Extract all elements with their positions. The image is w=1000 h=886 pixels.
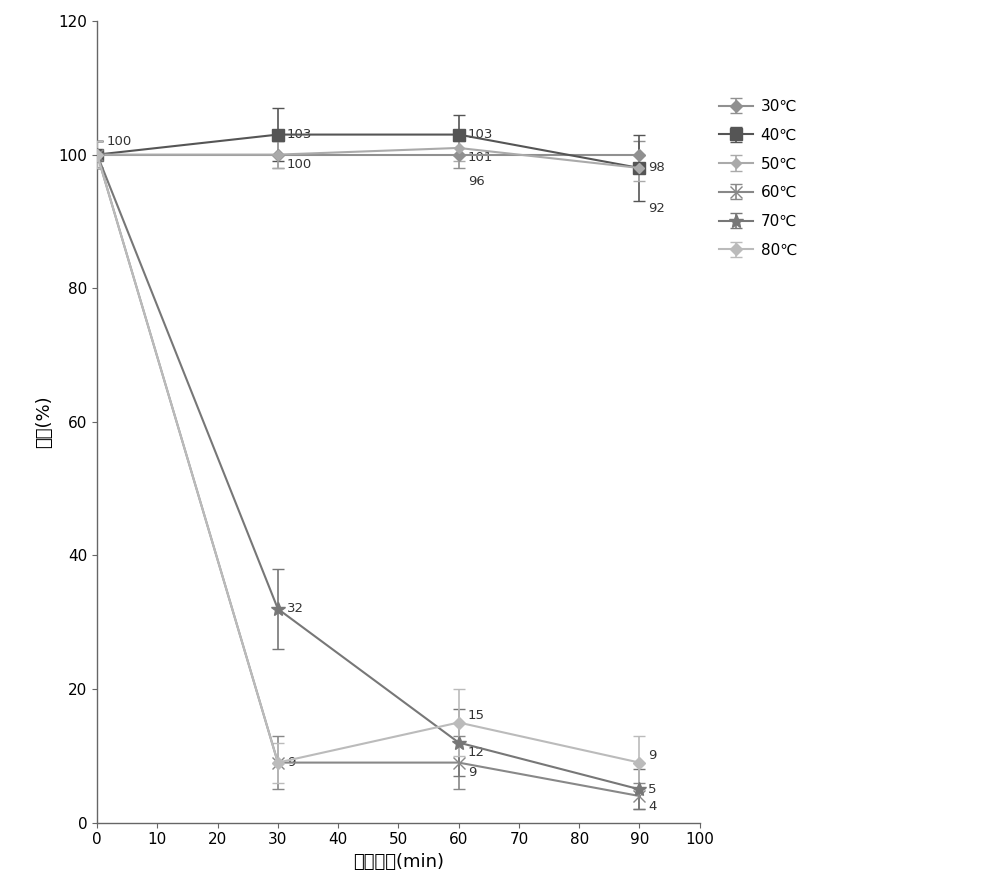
Text: 5: 5 bbox=[648, 783, 657, 796]
Text: 100: 100 bbox=[287, 158, 312, 171]
Text: 96: 96 bbox=[468, 175, 484, 188]
Text: 15: 15 bbox=[468, 710, 485, 722]
Y-axis label: 活性(%): 活性(%) bbox=[35, 395, 53, 448]
Text: 100: 100 bbox=[106, 135, 131, 148]
Text: 103: 103 bbox=[287, 128, 312, 141]
Text: 12: 12 bbox=[468, 746, 485, 759]
X-axis label: 处理时间(min): 处理时间(min) bbox=[353, 853, 444, 871]
Text: 98: 98 bbox=[648, 161, 665, 175]
Text: 4: 4 bbox=[648, 799, 657, 812]
Text: 101: 101 bbox=[468, 152, 493, 165]
Text: 32: 32 bbox=[287, 602, 304, 616]
Text: 103: 103 bbox=[468, 128, 493, 141]
Text: 92: 92 bbox=[648, 202, 665, 214]
Text: 9: 9 bbox=[648, 750, 657, 763]
Legend: 30℃, 40℃, 50℃, 60℃, 70℃, 80℃: 30℃, 40℃, 50℃, 60℃, 70℃, 80℃ bbox=[713, 93, 803, 264]
Text: 9: 9 bbox=[287, 756, 295, 769]
Text: 9: 9 bbox=[468, 766, 476, 779]
